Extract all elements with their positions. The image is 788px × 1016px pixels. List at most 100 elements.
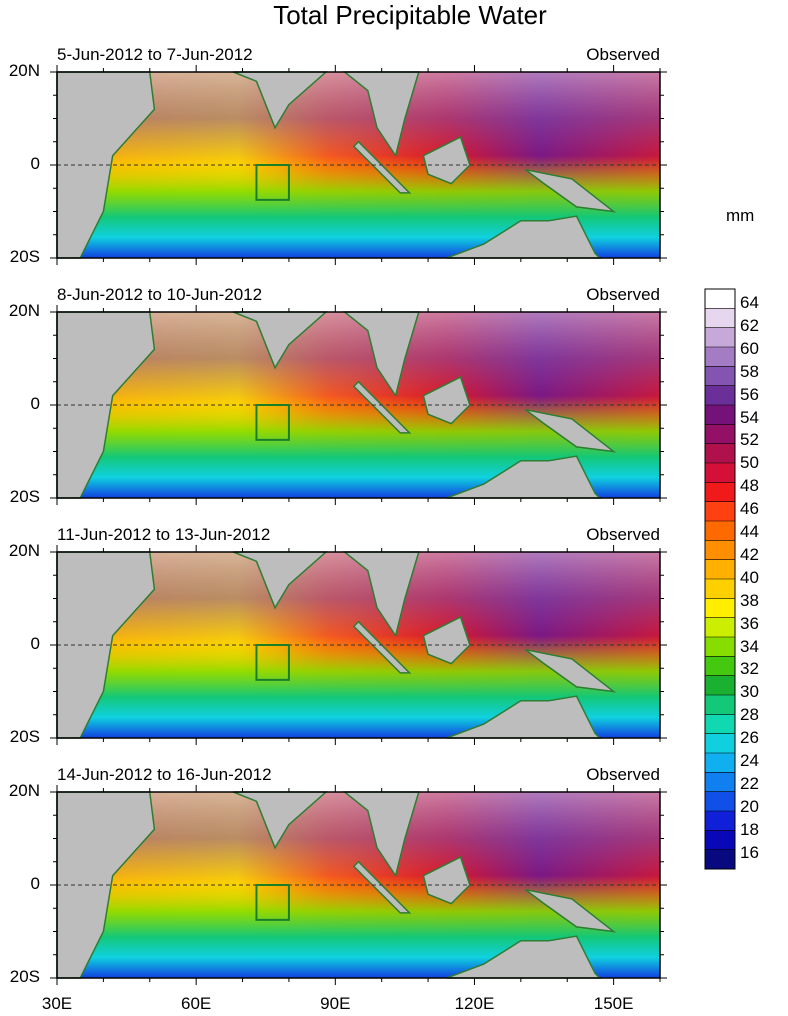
colorbar-swatch [705,405,735,425]
lat-tick-label: 20S [9,727,40,746]
australia-land [446,455,602,499]
lon-tick-label: 60E [181,994,212,1013]
colorbar-tick-label: 30 [740,682,759,702]
lon-tick-label: 30E [41,994,73,1013]
study-region-box [255,404,290,441]
colorbar-tick-label: 56 [740,384,759,404]
colorbar-tick-label: 36 [740,613,759,633]
colorbar-swatch [705,289,735,309]
colorbar-swatch [705,501,735,522]
lat-tick-label: 20S [9,487,40,506]
colorbar-tick-label: 52 [740,430,759,450]
panel-type-label: Observed [586,285,660,304]
new-guinea-land [525,648,617,693]
colorbar-swatch [705,424,735,445]
panel-period-label: 11-Jun-2012 to 13-Jun-2012 [57,525,271,544]
sumatra-land [352,140,412,194]
colorbar-tick-label: 50 [740,453,759,473]
new-guinea-land [525,888,617,933]
map-panel-4 [50,785,667,985]
lat-tick-label: 20N [8,541,40,560]
borneo-land [422,376,471,425]
colorbar-tick-label: 26 [740,728,759,748]
colorbar-tick-label: 32 [740,659,759,679]
colorbar-tick-label: 64 [740,293,759,312]
borneo-land [422,616,471,665]
colorbar-swatch [705,598,735,619]
australia-land [446,215,602,259]
lat-tick-label: 20N [8,301,40,320]
lat-tick-label: 20S [9,967,40,986]
colorbar-swatch [705,811,735,831]
map-panel-2 [50,305,667,505]
map-panel-3 [50,545,667,745]
colorbar-swatch [705,733,735,754]
lat-tick-label: 0 [30,394,40,413]
colorbar-swatch [705,637,735,657]
colorbar-swatch [705,753,735,773]
study-region-box [255,644,290,681]
colorbar-tick-label: 38 [740,590,759,610]
panel-type-label: Observed [586,525,660,544]
colorbar-tick-label: 16 [740,842,759,862]
colorbar-tick-label: 18 [740,819,759,839]
colorbar-swatch [705,385,735,406]
colorbar-unit: mm [726,206,755,225]
colorbar-tick-label: 22 [740,773,759,793]
borneo-land [422,856,471,905]
colorbar-swatch [705,695,735,715]
colorbar-swatch [705,675,735,696]
lat-tick-label: 20N [8,61,40,80]
colorbar-tick-label: 24 [740,751,759,770]
panel-period-label: 5-Jun-2012 to 7-Jun-2012 [57,45,253,64]
colorbar-tick-label: 44 [740,522,759,541]
colorbar-tick-label: 48 [740,476,759,496]
lon-tick-label: 150E [593,994,634,1013]
panel-period-label: 8-Jun-2012 to 10-Jun-2012 [57,285,263,304]
colorbar-swatch [705,308,735,329]
lat-tick-label: 0 [30,634,40,653]
colorbar-swatch [705,482,735,503]
colorbar-swatch [705,366,735,387]
colorbar-swatch [705,521,735,541]
colorbar-swatch [705,443,735,464]
colorbar-swatch [705,617,735,638]
sumatra-land [352,860,412,914]
colorbar-tick-label: 46 [740,499,759,519]
colorbar-swatch [705,559,735,580]
panel-type-label: Observed [586,45,660,64]
australia-land [446,695,602,739]
new-guinea-land [525,408,617,453]
lon-tick-label: 90E [320,994,351,1013]
lat-tick-label: 0 [30,874,40,893]
map-panel-1 [50,65,667,265]
colorbar-tick-label: 54 [740,407,759,427]
colorbar-tick-label: 40 [740,567,759,587]
colorbar-swatch [705,463,735,483]
colorbar-tick-label: 60 [740,338,759,358]
colorbar-swatch [705,347,735,367]
colorbar-tick-label: 20 [740,796,759,816]
colorbar-swatch [705,327,735,348]
new-guinea-land [525,168,617,213]
lat-tick-label: 20N [8,781,40,800]
colorbar-tick-label: 34 [740,636,759,656]
panel-period-label: 14-Jun-2012 to 16-Jun-2012 [57,765,272,784]
sumatra-land [352,620,412,674]
colorbar [704,288,736,870]
study-region-box [255,884,290,921]
colorbar-tick-label: 28 [740,705,759,725]
panel-type-label: Observed [586,765,660,784]
colorbar-swatch [705,579,735,599]
colorbar-tick-label: 42 [740,544,759,564]
colorbar-tick-label: 58 [740,361,759,381]
colorbar-swatch [705,849,735,870]
colorbar-swatch [705,772,735,793]
lon-tick-label: 120E [454,994,495,1013]
lat-tick-label: 0 [30,154,40,173]
study-region-box [255,164,290,201]
lat-tick-label: 20S [9,247,40,266]
colorbar-tick-label: 62 [740,315,759,335]
colorbar-swatch [705,830,735,851]
